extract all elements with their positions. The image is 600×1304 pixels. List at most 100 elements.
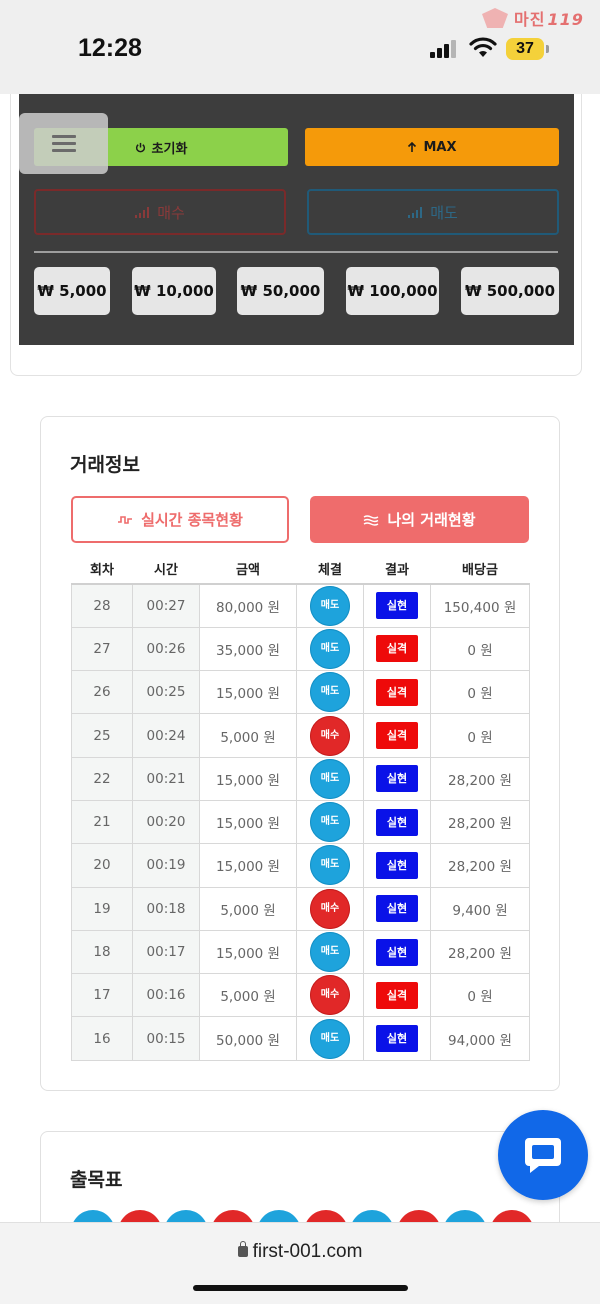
cell-result: 실현	[363, 756, 431, 801]
tab-realtime-label: 실시간 종목현황	[141, 511, 243, 529]
amount-button-100000[interactable]: ₩ 100,000	[346, 267, 439, 315]
cell-round: 19	[71, 886, 133, 931]
amount-button-50000[interactable]: ₩ 50,000	[237, 267, 324, 315]
cell-amount: 15,000 원	[199, 670, 297, 715]
cell-side: 매도	[296, 756, 364, 801]
cell-round: 26	[71, 670, 133, 715]
shield-icon	[482, 8, 508, 28]
cell-time: 00:15	[132, 1016, 200, 1061]
cell-side: 매도	[296, 582, 364, 628]
result-badge: 실격	[376, 722, 418, 750]
cell-round: 21	[71, 799, 133, 845]
side-badge: 매도	[310, 672, 350, 713]
cell-round: 17	[71, 973, 133, 1018]
panel-divider	[34, 251, 558, 253]
cell-round: 28	[71, 582, 133, 628]
cell-side: 매도	[296, 670, 364, 715]
tab-realtime-status[interactable]: 실시간 종목현황	[71, 496, 289, 543]
side-badge: 매도	[310, 628, 350, 669]
table-row: 26 00:25 15,000 원 매도 실격 0 원	[71, 670, 530, 715]
cell-round: 16	[71, 1016, 133, 1061]
cell-payout: 0 원	[430, 713, 530, 758]
max-button[interactable]: MAX	[305, 128, 559, 166]
tab-my-trades[interactable]: 나의 거래현황	[310, 496, 529, 543]
cell-amount: 80,000 원	[199, 582, 297, 628]
chat-button[interactable]	[498, 1110, 588, 1200]
header-payout: 배당금	[462, 563, 498, 578]
cell-time: 00:17	[132, 929, 200, 975]
cell-amount: 35,000 원	[199, 626, 297, 672]
table-row: 27 00:26 35,000 원 매도 실격 0 원	[71, 626, 530, 672]
cell-amount: 50,000 원	[199, 1016, 297, 1061]
cell-amount: 15,000 원	[199, 756, 297, 801]
trade-info-title: 거래정보	[70, 454, 140, 476]
cellular-signal-icon	[430, 38, 460, 58]
table-row: 16 00:15 50,000 원 매도 실현 94,000 원	[71, 1016, 530, 1061]
cell-result: 실격	[363, 670, 431, 715]
chat-bubble-icon	[525, 1138, 561, 1173]
cell-amount: 15,000 원	[199, 799, 297, 845]
cell-payout: 28,200 원	[430, 843, 530, 888]
amount-button-10000[interactable]: ₩ 10,000	[132, 267, 216, 315]
wifi-icon	[469, 37, 497, 57]
cell-time: 00:20	[132, 799, 200, 845]
header-round: 회차	[90, 563, 114, 578]
result-badge: 실현	[376, 592, 418, 620]
cell-result: 실현	[363, 1016, 431, 1061]
result-badge: 실현	[376, 1025, 418, 1053]
table-row: 20 00:19 15,000 원 매도 실현 28,200 원	[71, 843, 530, 888]
result-badge: 실현	[376, 895, 418, 923]
result-badge: 실현	[376, 808, 418, 836]
side-badge: 매도	[310, 845, 350, 886]
table-header-row: 회차 시간 금액 체결 결과 배당금	[72, 557, 530, 584]
power-icon	[135, 142, 145, 152]
cell-result: 실격	[363, 713, 431, 758]
cell-side: 매수	[296, 973, 364, 1018]
cell-payout: 0 원	[430, 973, 530, 1018]
max-label: MAX	[423, 139, 457, 155]
cell-side: 매수	[296, 886, 364, 931]
amount-button-5000[interactable]: ₩ 5,000	[34, 267, 110, 315]
side-badge: 매도	[310, 802, 350, 843]
results-title: 출목표	[70, 1169, 123, 1191]
reset-label: 초기화	[151, 141, 188, 157]
cell-time: 00:18	[132, 886, 200, 931]
cell-payout: 28,200 원	[430, 756, 530, 801]
watermark-text: 마진 119	[514, 10, 584, 29]
side-badge: 매도	[310, 1018, 350, 1059]
buy-label: 매수	[157, 203, 185, 222]
browser-bottom-bar	[0, 1222, 600, 1304]
menu-button[interactable]	[19, 113, 108, 174]
signal-bars-icon	[408, 206, 423, 218]
header-side: 체결	[318, 563, 342, 578]
watermark-logo: 마진 119	[478, 4, 596, 40]
hamburger-icon	[51, 134, 76, 153]
table-row: 28 00:27 80,000 원 매도 실현 150,400 원	[71, 582, 530, 628]
buy-button[interactable]: 매수	[34, 189, 286, 235]
battery-indicator: 37	[506, 38, 549, 60]
cell-payout: 28,200 원	[430, 929, 530, 975]
cell-time: 00:24	[132, 713, 200, 758]
cell-result: 실현	[363, 843, 431, 888]
table-row: 21 00:20 15,000 원 매도 실현 28,200 원	[71, 799, 530, 845]
cell-time: 00:27	[132, 582, 200, 628]
pulse-wave-icon	[118, 515, 133, 524]
cell-payout: 94,000 원	[430, 1016, 530, 1061]
cell-payout: 28,200 원	[430, 799, 530, 845]
home-indicator	[193, 1285, 408, 1291]
sell-label: 매도	[430, 203, 458, 222]
cell-side: 매도	[296, 929, 364, 975]
cell-round: 20	[71, 843, 133, 888]
amount-button-500000[interactable]: ₩ 500,000	[461, 267, 559, 315]
sell-button[interactable]: 매도	[307, 189, 559, 235]
cell-payout: 0 원	[430, 670, 530, 715]
result-badge: 실현	[376, 851, 418, 879]
cell-time: 00:25	[132, 670, 200, 715]
table-row: 22 00:21 15,000 원 매도 실현 28,200 원	[71, 756, 530, 801]
result-badge: 실격	[376, 635, 418, 663]
cell-result: 실격	[363, 626, 431, 672]
cell-result: 실현	[363, 929, 431, 975]
address-bar[interactable]: first-001.com	[0, 1241, 600, 1263]
cell-side: 매도	[296, 626, 364, 672]
cell-payout: 9,400 원	[430, 886, 530, 931]
